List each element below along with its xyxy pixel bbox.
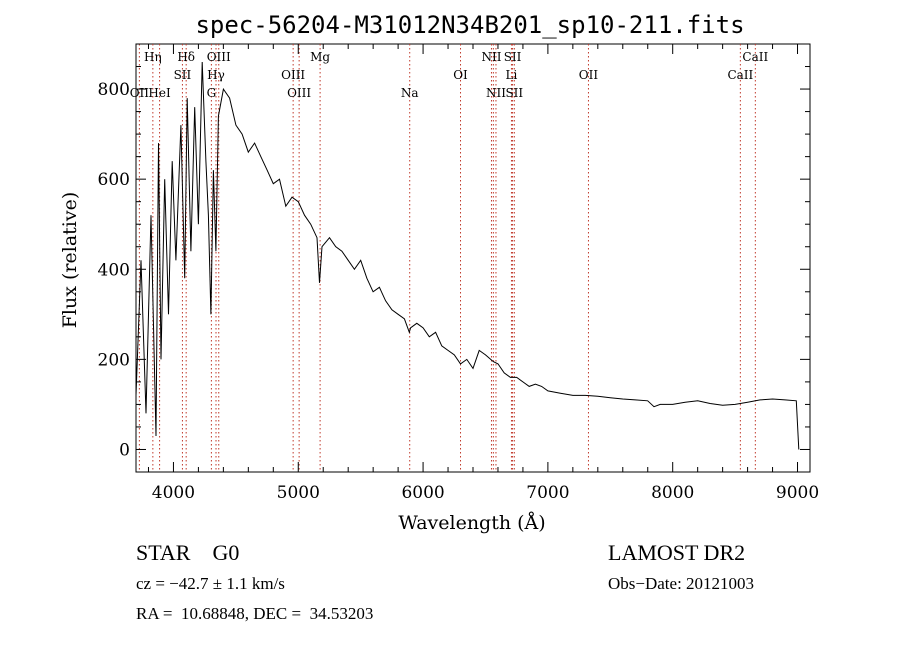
line-marker-label: OII [579,68,599,82]
line-marker-label: SII [504,50,522,64]
line-marker-label: HeI [148,86,171,100]
x-axis-label: Wavelength (Å) [398,512,545,534]
y-tick-label: 400 [98,260,130,280]
x-tick-label: 4000 [152,483,195,503]
y-axis-label: Flux (relative) [59,192,81,329]
line-marker-label: OII [130,86,150,100]
coordinates: RA = 10.68848, DEC = 34.53203 [136,604,374,623]
line-marker-label: OIII [281,68,305,82]
line-marker-label: SII [505,86,523,100]
line-marker-label: Hγ [207,68,225,82]
line-marker-label: NII [481,50,501,64]
line-marker-label: NII [486,86,506,100]
object-class: STAR G0 [136,540,240,565]
x-tick-label: 6000 [401,483,444,503]
axis-ticks: 4000 5000 6000 7000 8000 9000 0 200 400 600 800 [98,43,819,503]
line-marker-label: Li [506,68,518,82]
line-marker-label: Mg [310,50,330,64]
line-marker-label: Hη [144,50,162,64]
line-marker-label: SII [174,68,192,82]
line-marker-label: OI [453,68,468,82]
chart-title: spec-56204-M31012N34B201_sp10-211.fits [195,11,744,39]
y-tick-label: 0 [119,440,130,460]
emission-line-markers [138,44,756,472]
x-tick-label: 5000 [277,483,320,503]
line-marker-label: Na [401,86,419,100]
survey-name: LAMOST DR2 [608,540,746,565]
redshift-velocity: cz = −42.7 ± 1.1 km/s [136,574,285,593]
line-marker-label: Hδ [177,50,195,64]
observation-date: Obs−Date: 20121003 [608,574,755,593]
line-marker-label: OIII [287,86,311,100]
y-tick-label: 200 [98,350,130,370]
plot-frame [135,43,811,473]
x-tick-label: 9000 [776,483,819,503]
line-marker-label: G [207,86,217,100]
spectrum-series [135,61,800,450]
spectrum-line [135,61,800,450]
plot-area-border [135,43,811,473]
x-tick-label: 7000 [526,483,569,503]
line-marker-label: OIII [207,50,231,64]
line-marker-label: CaII [742,50,768,64]
y-tick-label: 800 [98,80,130,100]
y-tick-label: 600 [98,170,130,190]
x-tick-label: 8000 [651,483,694,503]
line-marker-label: CaII [727,68,753,82]
